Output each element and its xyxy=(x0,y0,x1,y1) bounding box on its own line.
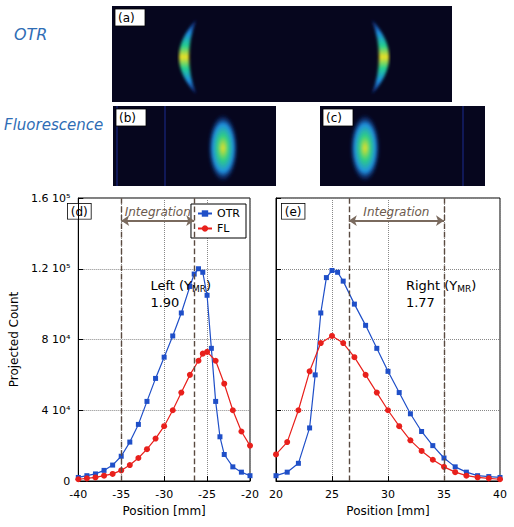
svg-text:Position [mm]: Position [mm] xyxy=(346,504,429,518)
svg-text:(e): (e) xyxy=(285,205,302,219)
svg-text:25: 25 xyxy=(325,488,339,501)
svg-text:Fluorescence: Fluorescence xyxy=(4,116,103,134)
svg-text:MR: MR xyxy=(192,284,206,294)
svg-text:(d): (d) xyxy=(71,205,88,219)
svg-text:Position [mm]: Position [mm] xyxy=(123,504,206,518)
svg-text:20: 20 xyxy=(269,488,283,501)
svg-text:1.90: 1.90 xyxy=(150,295,179,310)
svg-text:30: 30 xyxy=(381,488,395,501)
svg-text:40: 40 xyxy=(493,488,507,501)
svg-text:35: 35 xyxy=(437,488,451,501)
svg-text:-30: -30 xyxy=(155,488,173,501)
svg-text:-35: -35 xyxy=(112,488,130,501)
svg-text:-25: -25 xyxy=(198,488,216,501)
svg-text:(b): (b) xyxy=(119,111,136,125)
svg-text:1.6 10⁵: 1.6 10⁵ xyxy=(31,192,70,205)
svg-text:(a): (a) xyxy=(118,11,135,25)
svg-text:-20: -20 xyxy=(241,488,259,501)
svg-text:MR: MR xyxy=(457,284,471,294)
svg-text:Left (Y: Left (Y xyxy=(150,278,192,293)
svg-text:FL: FL xyxy=(217,222,230,235)
svg-text:(c): (c) xyxy=(326,111,342,125)
svg-text:Projected Count: Projected Count xyxy=(7,291,21,387)
svg-text:0: 0 xyxy=(63,475,70,488)
svg-text:-40: -40 xyxy=(69,488,87,501)
svg-text:4 10⁴: 4 10⁴ xyxy=(41,404,70,417)
svg-text:): ) xyxy=(206,278,211,293)
svg-text:OTR: OTR xyxy=(217,207,240,220)
svg-text:Integration: Integration xyxy=(125,205,191,219)
svg-text:OTR: OTR xyxy=(14,25,47,44)
svg-text:Integration: Integration xyxy=(363,205,429,219)
svg-text:Right (Y: Right (Y xyxy=(406,278,457,293)
svg-text:1.77: 1.77 xyxy=(406,295,435,310)
svg-text:8 10⁴: 8 10⁴ xyxy=(41,333,70,346)
svg-text:1.2 10⁵: 1.2 10⁵ xyxy=(31,262,70,275)
svg-text:): ) xyxy=(471,278,476,293)
